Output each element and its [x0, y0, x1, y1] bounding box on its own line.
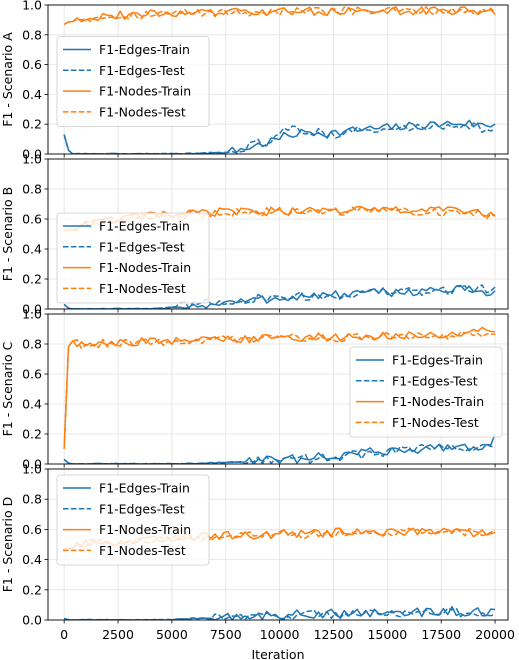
- legend-entry: F1-Nodes-Test: [99, 281, 186, 296]
- y-tick-label: 0.4: [22, 87, 42, 102]
- legend-entry: F1-Nodes-Train: [99, 260, 191, 275]
- legend-entry: F1-Nodes-Train: [99, 522, 191, 537]
- series-line-f1-edges-test: [63, 122, 496, 154]
- plot-frame: [47, 158, 509, 310]
- y-tick-label: 0.2: [22, 582, 42, 597]
- y-tick-label: 0.4: [22, 397, 42, 412]
- x-tick-label: 12500: [314, 627, 354, 642]
- legend-entry: F1-Nodes-Test: [392, 415, 479, 430]
- y-tick-label: 1.0: [22, 307, 42, 322]
- legend-entry: F1-Nodes-Test: [99, 543, 186, 558]
- legend-entry: F1-Nodes-Train: [99, 84, 191, 99]
- x-tick-label: 17500: [421, 627, 461, 642]
- y-tick-label: 1.0: [22, 152, 42, 167]
- y-tick-label: 0.6: [22, 367, 42, 382]
- panel-4: 0.0 0.2 0.4 0.6 0.8 1.0 F1 - Scenario D F1-Edge…: [0, 462, 509, 628]
- legend-frame: [349, 346, 503, 438]
- panel-2: 0.0 0.2 0.4 0.6 0.8 1.0 F1 - Scenario B F1-Edge…: [0, 152, 509, 317]
- y-tick-label: 0.6: [22, 212, 42, 227]
- y-tick-label: 0.8: [22, 492, 42, 507]
- y-tick-label: 0.4: [22, 552, 42, 567]
- y-axis-label: F1 - Scenario B: [0, 187, 15, 282]
- legend: F1-Edges-Train F1-Edges-Test F1-Nodes-Trai…: [56, 36, 210, 127]
- legend: F1-Edges-Train F1-Edges-Test F1-Nodes-Trai…: [349, 346, 503, 438]
- legend-entry: F1-Edges-Test: [392, 373, 478, 388]
- x-tick-label: 20000: [475, 627, 515, 642]
- series-line-f1-nodes-test: [63, 331, 496, 450]
- panel-1: 0.0 0.2 0.4 0.6 0.8 1.0 F1 - Scenario A F1-Edge…: [0, 0, 509, 162]
- panel-3: 0.0 0.2 0.4 0.6 0.8 1.0 F1 - Scenario C F1-Edge…: [0, 307, 509, 472]
- x-tick-label: 10000: [260, 627, 300, 642]
- legend: F1-Edges-Train F1-Edges-Test F1-Nodes-Trai…: [56, 474, 210, 566]
- legend-frame: [56, 474, 210, 566]
- legend-frame: [56, 212, 210, 304]
- y-tick-label: 0.0: [22, 147, 42, 162]
- legend-entry: F1-Edges-Test: [99, 501, 185, 516]
- x-tick-label: 2500: [102, 627, 134, 642]
- legend-entry: F1-Nodes-Test: [99, 104, 186, 119]
- series-line-f1-nodes-test: [63, 6, 496, 26]
- legend-entry: F1-Edges-Train: [99, 42, 190, 57]
- y-axis-label: F1 - Scenario D: [0, 497, 15, 593]
- y-tick-label: 0.0: [22, 302, 42, 317]
- y-tick-label: 0.6: [22, 57, 42, 72]
- y-tick-label: 0.8: [22, 27, 42, 42]
- legend-entry: F1-Edges-Test: [99, 239, 185, 254]
- plot-frame: [47, 313, 509, 465]
- series-line-f1-nodes-train: [63, 6, 496, 26]
- x-axis-label: Iteration: [251, 647, 304, 660]
- series-line-f1-nodes-train: [63, 326, 496, 450]
- legend-entry: F1-Edges-Train: [99, 219, 190, 234]
- y-tick-label: 0.4: [22, 242, 42, 257]
- y-tick-label: 0.0: [22, 457, 42, 472]
- y-axis-label: F1 - Scenario A: [0, 32, 15, 127]
- y-tick-label: 1.0: [22, 462, 42, 477]
- x-tick-label: 0: [60, 627, 68, 642]
- y-tick-label: 0.8: [22, 337, 42, 352]
- x-tick-label: 15000: [367, 627, 407, 642]
- legend-frame: [56, 36, 210, 127]
- x-tick-label: 5000: [156, 627, 188, 642]
- y-tick-label: 0.8: [22, 182, 42, 197]
- plot-frame: [47, 4, 509, 155]
- y-axis-label: F1 - Scenario C: [0, 341, 15, 436]
- y-tick-label: 1.0: [22, 0, 42, 13]
- x-tick-label: 7500: [210, 627, 242, 642]
- legend-entry: F1-Nodes-Train: [392, 394, 484, 409]
- y-tick-label: 0.6: [22, 522, 42, 537]
- legend-entry: F1-Edges-Train: [99, 481, 190, 496]
- y-tick-label: 0.2: [22, 272, 42, 287]
- y-tick-label: 0.0: [22, 613, 42, 628]
- legend: F1-Edges-Train F1-Edges-Test F1-Nodes-Trai…: [56, 212, 210, 304]
- y-tick-label: 0.2: [22, 117, 42, 132]
- series-line-f1-nodes-test: [63, 205, 496, 232]
- plot-frame: [47, 468, 509, 621]
- legend-entry: F1-Edges-Test: [99, 63, 185, 78]
- y-tick-label: 0.2: [22, 427, 42, 442]
- series-line-f1-edges-train: [63, 605, 496, 620]
- series-line-f1-nodes-test: [64, 527, 496, 550]
- legend-entry: F1-Edges-Train: [392, 353, 483, 368]
